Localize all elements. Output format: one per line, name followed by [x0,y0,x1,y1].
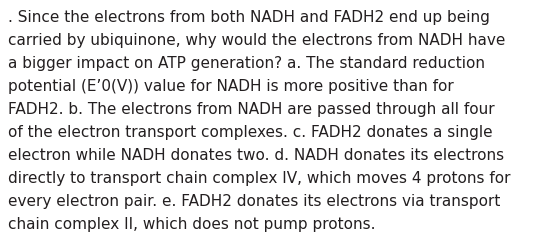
Text: directly to transport chain complex IV, which moves 4 protons for: directly to transport chain complex IV, … [8,170,511,185]
Text: of the electron transport complexes. c. FADH2 donates a single: of the electron transport complexes. c. … [8,124,493,140]
Text: electron while NADH donates two. d. NADH donates its electrons: electron while NADH donates two. d. NADH… [8,148,504,162]
Text: potential (E’0(V)) value for NADH is more positive than for: potential (E’0(V)) value for NADH is mor… [8,79,454,94]
Text: a bigger impact on ATP generation? a. The standard reduction: a bigger impact on ATP generation? a. Th… [8,56,485,71]
Text: carried by ubiquinone, why would the electrons from NADH have: carried by ubiquinone, why would the ele… [8,33,506,48]
Text: FADH2. b. The electrons from NADH are passed through all four: FADH2. b. The electrons from NADH are pa… [8,102,494,116]
Text: . Since the electrons from both NADH and FADH2 end up being: . Since the electrons from both NADH and… [8,10,490,25]
Text: every electron pair. e. FADH2 donates its electrons via transport: every electron pair. e. FADH2 donates it… [8,193,501,208]
Text: chain complex II, which does not pump protons.: chain complex II, which does not pump pr… [8,216,376,231]
